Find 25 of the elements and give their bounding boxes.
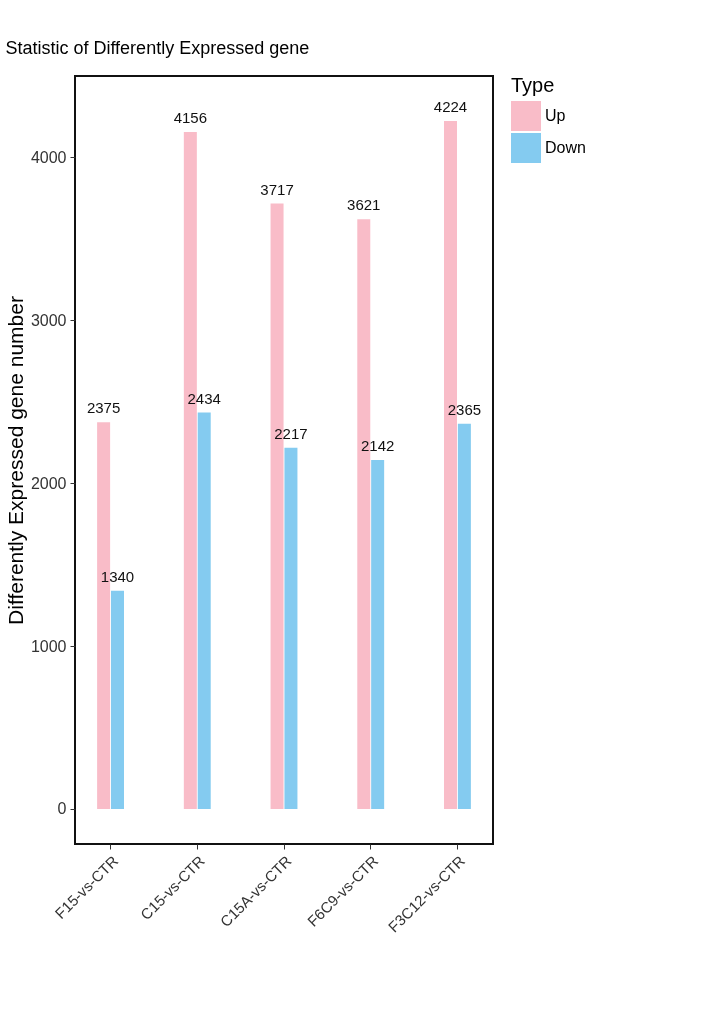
bar [284, 447, 298, 809]
legend-title: Type [511, 74, 555, 96]
legend-label: Up [545, 107, 566, 124]
bar [371, 460, 385, 809]
y-tick-label: 0 [57, 800, 67, 818]
legend-label: Down [545, 139, 586, 156]
y-tick-label: 1000 [30, 637, 67, 655]
y-axis-title: Differently Expressed gene number [3, 296, 27, 625]
chart-title: Statistic of Differently Expressed gene [5, 38, 310, 58]
bar [110, 590, 124, 809]
bar [197, 412, 211, 809]
data-label: 2217 [274, 424, 308, 442]
data-label: 2434 [187, 389, 221, 407]
data-label: 4224 [433, 97, 468, 115]
bar [457, 423, 471, 809]
data-label: 4156 [173, 109, 208, 127]
y-tick-label: 2000 [30, 474, 67, 492]
data-label: 3717 [260, 180, 294, 198]
data-label: 2365 [447, 400, 482, 418]
data-label: 2142 [360, 437, 395, 455]
y-tick-label: 3000 [30, 311, 67, 329]
y-tick-label: 4000 [30, 148, 67, 166]
data-label: 1340 [100, 567, 135, 585]
data-label: 3621 [347, 196, 381, 214]
data-label: 2375 [86, 399, 121, 417]
